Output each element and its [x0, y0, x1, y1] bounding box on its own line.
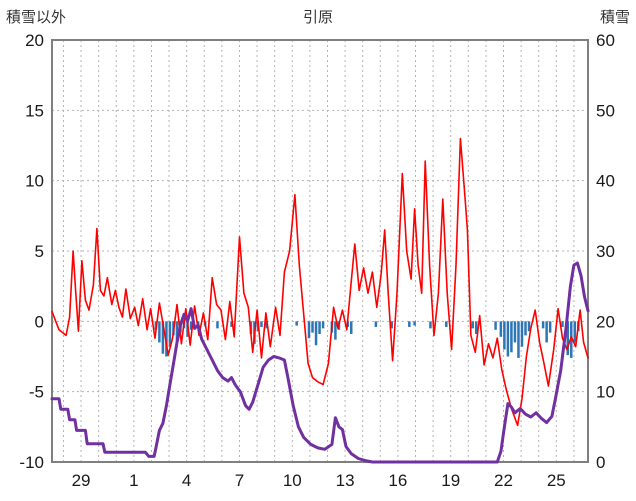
precipitation-bars	[503, 321, 506, 350]
precipitation-bars	[408, 321, 411, 327]
right-axis-tick-label: 10	[596, 383, 615, 402]
precipitation-bars	[499, 321, 503, 337]
left-axis-tick-label: 0	[35, 312, 44, 331]
right-axis-title: 積雪	[599, 9, 630, 26]
x-axis-tick-label: 1	[129, 471, 138, 490]
x-axis-tick-label: 7	[235, 471, 244, 490]
precipitation-bars	[307, 321, 311, 339]
right-axis-tick-label: 20	[596, 312, 615, 331]
left-axis-tick-label: 15	[25, 101, 44, 120]
left-axis-tick-label: 5	[35, 242, 44, 261]
precipitation-bars	[570, 321, 573, 358]
right-axis-tick-label: 40	[596, 172, 615, 191]
left-axis-tick-label: 20	[25, 31, 44, 50]
precipitation-bars	[510, 321, 513, 353]
precipitation-bars	[513, 321, 517, 343]
precipitation-bars	[494, 321, 497, 330]
precipitation-bars	[295, 321, 298, 326]
left-axis-title: 積雪以外	[6, 9, 67, 26]
right-axis-tick-label: 50	[596, 101, 615, 120]
precipitation-bars	[541, 321, 545, 329]
precipitation-bars	[573, 321, 577, 343]
chart-title: 引原	[302, 9, 334, 26]
precipitation-bars	[374, 321, 378, 327]
precipitation-bars	[566, 321, 570, 356]
precipitation-bars	[445, 321, 448, 327]
x-axis-tick-label: 13	[336, 471, 355, 490]
precipitation-bars	[158, 321, 161, 343]
precipitation-bars	[321, 321, 325, 329]
temperature-line	[51, 137, 589, 427]
precipitation-bars	[517, 321, 520, 358]
precipitation-bars	[349, 321, 353, 334]
left-axis-tick-label: -10	[19, 453, 44, 472]
x-axis-tick-label: 16	[388, 471, 407, 490]
precipitation-bars	[561, 321, 564, 327]
precipitation-bars	[314, 321, 318, 346]
precipitation-bars	[413, 321, 416, 326]
x-axis-tick-label: 29	[72, 471, 91, 490]
precipitation-bars	[548, 321, 552, 333]
precipitation-bars	[524, 321, 527, 336]
precipitation-bars	[216, 321, 219, 329]
precipitation-bars	[545, 321, 548, 343]
x-axis-tick-label: 25	[547, 471, 566, 490]
left-axis-tick-label: -5	[29, 383, 44, 402]
x-axis-tick-label: 10	[283, 471, 302, 490]
precipitation-bars	[318, 321, 321, 334]
snow-depth-line	[50, 261, 590, 464]
right-axis-tick-label: 60	[596, 31, 615, 50]
precipitation-bars	[161, 321, 165, 354]
precipitation-bars	[471, 321, 474, 329]
precipitation-bars	[506, 321, 510, 357]
precipitation-bars	[429, 321, 432, 329]
right-axis-tick-label: 30	[596, 242, 615, 261]
precipitation-bars	[230, 321, 233, 327]
precipitation-bars	[520, 321, 524, 347]
x-axis-tick-label: 4	[182, 471, 191, 490]
precipitation-bars	[175, 321, 179, 342]
precipitation-bars	[311, 321, 314, 333]
precipitation-bars	[189, 321, 193, 330]
precipitation-bars	[168, 321, 172, 347]
x-axis-tick-label: 22	[494, 471, 513, 490]
x-axis-tick-label: 19	[441, 471, 460, 490]
left-axis-tick-label: 10	[25, 172, 44, 191]
precipitation-bars	[527, 321, 531, 332]
precipitation-bars	[260, 321, 263, 327]
precipitation-bars	[474, 321, 478, 334]
precipitation-bars	[390, 321, 393, 329]
right-axis-tick-label: 0	[596, 453, 605, 472]
precipitation-bars	[334, 321, 337, 340]
plot-frame	[51, 39, 589, 463]
precipitation-bars	[165, 321, 168, 357]
